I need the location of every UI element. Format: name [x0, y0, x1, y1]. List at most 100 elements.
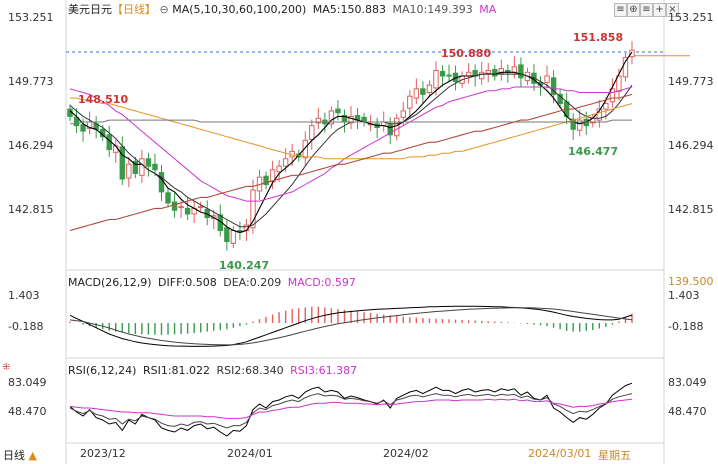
- annotation-high-right: 151.858: [573, 31, 624, 44]
- candle-body: [413, 88, 420, 99]
- y-tick-left-0: 153.251: [8, 11, 54, 24]
- ma-line-ma10: [69, 73, 633, 228]
- candle-body: [570, 118, 576, 130]
- candle-body: [309, 125, 315, 140]
- candle-body: [328, 110, 335, 125]
- candle-body: [465, 71, 472, 77]
- candle-body: [315, 117, 322, 124]
- candle-body: [282, 158, 289, 167]
- candle-body: [420, 88, 426, 95]
- candle-body: [224, 227, 230, 243]
- candle-body: [518, 64, 524, 79]
- ma-line-ma100: [70, 119, 632, 125]
- candle-body: [119, 146, 125, 180]
- candle-body: [335, 108, 341, 114]
- period-selector-label: 日线: [3, 449, 25, 462]
- candle-body: [171, 201, 178, 211]
- candle-body: [158, 172, 165, 193]
- candle-body: [263, 175, 269, 186]
- candle-body: [577, 119, 583, 131]
- rsi-legend: RSI(6,12,24) RSI1:81.022 RSI2:68.340 RSI…: [68, 364, 357, 378]
- ma-line-ma5: [69, 51, 633, 233]
- y-tick-right-extra: 139.500: [668, 275, 714, 288]
- settings-icon[interactable]: ⊖: [159, 3, 169, 16]
- macd-dea-line: [69, 307, 633, 346]
- ma-line-ma200: [69, 93, 633, 232]
- rsi-tick-left-1: 48.470: [8, 405, 47, 418]
- rsi-tick-right-1: 48.470: [668, 405, 707, 418]
- dea-value: DEA:0.209: [223, 276, 282, 289]
- period-tag[interactable]: 【日线】: [112, 3, 156, 16]
- candle-body: [145, 158, 152, 167]
- candle-body: [302, 139, 308, 159]
- candle-body: [544, 75, 550, 83]
- ma-line-ma30: [69, 86, 633, 202]
- macd-legend: MACD(26,12,9) DIFF:0.508 DEA:0.209 MACD:…: [68, 276, 356, 290]
- ma10-value: MA10:149.393: [392, 3, 473, 16]
- menu-icon[interactable]: ≡: [614, 3, 627, 17]
- candle-body: [498, 68, 505, 74]
- candle-body: [126, 163, 132, 179]
- candle-body: [394, 117, 400, 137]
- candle-body: [184, 207, 191, 215]
- candle-body: [616, 75, 622, 93]
- x-tick-1: 2024/01: [227, 447, 273, 460]
- candle-body: [492, 69, 498, 77]
- rsi1-value: RSI1:81.022: [142, 364, 211, 377]
- candle-body: [276, 165, 282, 173]
- y-tick-left-1: 149.773: [8, 75, 54, 88]
- candle-body: [609, 88, 616, 103]
- close-icon[interactable]: ×: [666, 3, 679, 17]
- rsi-line-rsi3: [69, 398, 633, 419]
- rsi-settings-icon[interactable]: ⁜: [2, 362, 11, 373]
- annotation-low: 140.247: [219, 259, 270, 272]
- candle-body: [197, 206, 204, 209]
- candle-body: [596, 108, 603, 121]
- candle-body: [446, 74, 452, 77]
- candle-body: [73, 116, 80, 127]
- candle-body: [230, 230, 237, 244]
- rsi-params: RSI(6,12,24): [68, 364, 137, 377]
- rsi-tick-right-0: 83.049: [668, 376, 707, 389]
- rsi2-value: RSI2:68.340: [216, 364, 284, 377]
- candle-body: [557, 93, 563, 105]
- candle-body: [426, 84, 433, 94]
- current-weekday: 星期五: [598, 449, 631, 462]
- annotation-low-right: 146.477: [568, 145, 619, 158]
- macd-value: MACD:0.597: [287, 276, 356, 289]
- rsi-line-rsi2: [69, 393, 633, 429]
- candle-body: [80, 124, 86, 132]
- y-tick-left-2: 146.294: [8, 139, 54, 152]
- add-icon[interactable]: +: [653, 3, 666, 17]
- candle-body: [387, 124, 393, 136]
- list-icon[interactable]: ≡: [640, 3, 653, 17]
- candle-body: [348, 115, 354, 124]
- candle-body: [550, 77, 557, 95]
- candle-body: [269, 169, 276, 183]
- annotation-high-mid: 150.880: [441, 47, 492, 60]
- macd-tick-right-0: 1.403: [668, 289, 700, 302]
- ma30-value: MA: [479, 3, 497, 16]
- candle-body: [250, 189, 256, 229]
- period-selector[interactable]: 日线 ▲: [3, 447, 37, 463]
- target-icon[interactable]: ⊕: [627, 3, 640, 17]
- annotation-high-left: 148.510: [78, 93, 129, 106]
- x-tick-0: 2023/12: [80, 447, 126, 460]
- candle-body: [478, 71, 485, 80]
- macd-tick-right-1: -0.188: [668, 320, 704, 333]
- ma-line-ma60: [70, 97, 633, 160]
- rsi-tick-left-0: 83.049: [8, 376, 47, 389]
- ma5-value: MA5:150.883: [312, 3, 386, 16]
- macd-diff-line: [69, 305, 633, 347]
- ma-params: MA(5,10,30,60,100,200): [172, 3, 307, 16]
- y-tick-right-0: 153.251: [668, 11, 714, 24]
- macd-params: MACD(26,12,9): [68, 276, 152, 289]
- candle-body: [400, 110, 406, 118]
- candle-body: [152, 163, 158, 171]
- candle-body: [178, 206, 184, 209]
- candle-body: [629, 49, 635, 58]
- candle-body: [165, 192, 171, 204]
- y-tick-right-2: 146.294: [668, 139, 714, 152]
- candle-body: [139, 158, 145, 176]
- candle-body: [511, 66, 518, 73]
